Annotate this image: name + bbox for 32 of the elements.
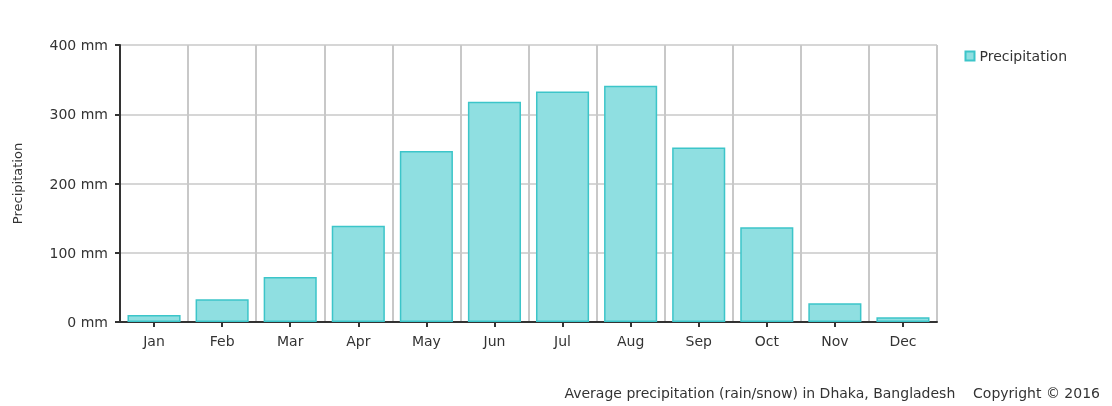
x-tick-label: May	[411, 333, 441, 349]
y-tick-label: 100 mm	[49, 244, 108, 261]
bar	[604, 85, 658, 322]
x-tick-label: Nov	[821, 333, 849, 349]
bar	[740, 227, 794, 322]
x-tick-label: Feb	[209, 333, 235, 349]
bar	[195, 299, 249, 322]
bar	[399, 150, 453, 322]
bar	[876, 317, 930, 322]
text: Average precipitation (rain/snow) in Dhaka, Bangladesh Copyright © 2016	[564, 385, 1100, 401]
x-tick-label: Dec	[889, 333, 917, 349]
x-tick-label: Oct	[754, 333, 780, 349]
y-axis-title: Precipitation	[10, 142, 25, 225]
y-tick-label: 0 mm	[67, 314, 108, 330]
x-tick-label: Jan	[142, 333, 165, 349]
y-tick-label: 200 mm	[49, 175, 108, 192]
bar	[808, 303, 862, 322]
bar	[535, 91, 590, 322]
x-tick-label: Sep	[685, 333, 713, 349]
y-tick-label: 300 mm	[49, 106, 108, 123]
x-tick-label: Aug	[616, 333, 645, 349]
bar	[263, 276, 317, 322]
x-tick-label: Jul	[553, 333, 571, 349]
x-tick-label: Jun	[482, 333, 506, 349]
bar	[331, 225, 385, 322]
y-tick-label: 400 mm	[49, 37, 108, 53]
x-tick-label: Mar	[277, 333, 304, 349]
bar	[127, 315, 181, 322]
bar	[467, 101, 522, 322]
bar	[672, 147, 726, 322]
legend-label: Precipitation	[979, 48, 1068, 64]
x-tick-label: Apr	[346, 333, 371, 349]
